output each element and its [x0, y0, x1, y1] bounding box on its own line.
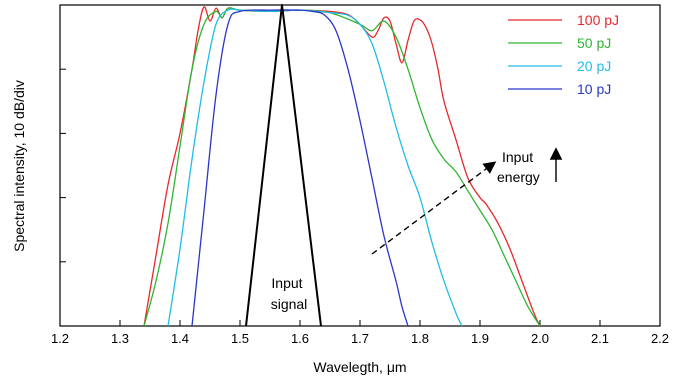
- x-tick-label: 1.9: [471, 331, 489, 346]
- x-tick-label: 2.1: [591, 331, 609, 346]
- x-tick-label: 2.2: [651, 331, 669, 346]
- plot-frame: [59, 4, 661, 327]
- legend-label: 10 pJ: [577, 81, 611, 97]
- legend-label: 50 pJ: [577, 35, 611, 51]
- x-tick-label: 1.4: [171, 331, 189, 346]
- x-tick-label: 1.7: [351, 331, 369, 346]
- input-energy-label-line1: Input: [502, 149, 533, 165]
- series-line-10-pj: [191, 9, 409, 327]
- input-signal-label-line1: Input: [271, 275, 302, 291]
- x-axis-label: Wavelegth, μm: [313, 359, 406, 375]
- x-tick-label: 1.5: [231, 331, 249, 346]
- x-ticks: 1.2 1.3 1.4 1.5 1.6 1.7 1.8 1.9 2.0 2.1 2.2: [51, 320, 669, 346]
- series-line-50-pj: [143, 7, 541, 327]
- legend: 100 pJ 50 pJ 20 pJ 10 pJ: [508, 12, 619, 97]
- series-line-input-signal: [245, 4, 322, 327]
- series-line-20-pj: [167, 8, 463, 327]
- input-energy-label-line2: energy: [497, 169, 540, 185]
- x-tick-label: 1.6: [291, 331, 309, 346]
- x-tick-label: 1.2: [51, 331, 69, 346]
- x-tick-label: 1.3: [111, 331, 129, 346]
- x-tick-label: 2.0: [531, 331, 549, 346]
- y-axis-label: Spectral intensity, 10 dB/div: [11, 80, 27, 252]
- input-energy-dashed-arrow: [371, 161, 497, 255]
- series-line-100-pj: [143, 6, 541, 327]
- x-tick-label: 1.8: [411, 331, 429, 346]
- legend-label: 20 pJ: [577, 58, 611, 74]
- series-layer: [143, 4, 541, 327]
- legend-label: 100 pJ: [577, 12, 619, 28]
- input-signal-label-line2: signal: [271, 296, 308, 312]
- y-ticks: [60, 68, 66, 263]
